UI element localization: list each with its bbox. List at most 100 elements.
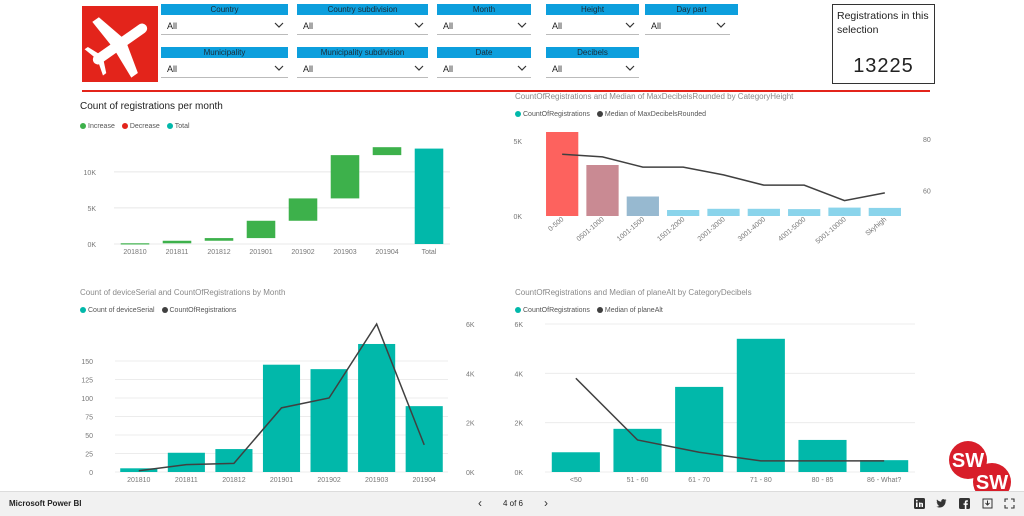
legend-label: Median of MaxDecibelsRounded [604,111,707,118]
x-tick-label: 1501-2000 [656,216,686,243]
facebook-icon[interactable] [959,498,970,509]
chart-plot: 0 25 50 75 100 125 150 0K 2K 4K 6K 201810 201811 2018… [81,322,475,484]
chevron-down-icon[interactable] [624,19,636,31]
slicer-municipality[interactable]: Municipality All [161,47,288,78]
device-serial-bar [310,369,348,472]
x-tick-label: 201811 [166,249,189,256]
chevron-down-icon[interactable] [273,62,285,74]
waterfall-bar [330,155,360,199]
slicer-country[interactable]: Country All [161,4,288,35]
x-tick-label: 201901 [270,477,293,484]
slicer-value: All [552,64,563,74]
legend-item: CountOfRegistrations [515,307,590,314]
slicer-value: All [443,64,454,74]
fullscreen-icon[interactable] [1004,498,1015,509]
slicer-date[interactable]: Date All [437,47,531,78]
y2-tick-label: 0K [466,470,475,477]
y-tick-label: 6K [514,322,523,329]
count-bar [788,209,821,216]
slicer-dropdown[interactable]: All [546,18,639,35]
x-tick-label: <50 [570,477,582,484]
y-tick-label: 5K [87,206,96,213]
legend-item: Count of deviceSerial [80,307,155,314]
registrations-title: Registrations in this selection [837,10,929,36]
linkedin-icon[interactable] [914,498,925,509]
chevron-down-icon[interactable] [516,62,528,74]
registrations-card: Registrations in this selection 13225 [832,4,935,84]
chevron-down-icon[interactable] [413,62,425,74]
slicer-header: Date [437,47,531,58]
count-bar [546,132,579,216]
slicer-decibels[interactable]: Decibels All [546,47,639,78]
waterfall-chart[interactable]: Count of registrations per month Increas… [80,101,460,266]
slicer-dropdown[interactable]: All [437,18,531,35]
chart-title: CountOfRegistrations and Median of MaxDe… [515,92,794,101]
device-serial-bar [215,449,253,472]
slicer-dropdown[interactable]: All [297,61,428,78]
badge-text: SW [976,472,1008,494]
slicer-height[interactable]: Height All [546,4,639,35]
device-serial-bar [262,364,301,472]
legend-dot [515,307,521,313]
slicer-dropdown[interactable]: All [161,18,288,35]
slicer-header: Day part [645,4,738,15]
slicer-dropdown[interactable]: All [161,61,288,78]
slicer-header: Municipality subdivision [297,47,428,58]
y-tick-label: 5K [513,139,522,146]
x-tick-label: 4001-5000 [777,216,807,243]
legend-label: Increase [88,123,115,130]
slicer-day-part[interactable]: Day part All [645,4,738,35]
twitter-icon[interactable] [936,498,947,509]
page-navigator: ‹ 4 of 6 › [478,496,548,512]
chevron-down-icon[interactable] [715,19,727,31]
y-tick-label: 50 [85,433,93,440]
slicer-dropdown[interactable]: All [437,61,531,78]
x-tick-label: Total [422,249,437,256]
slicer-header: Country subdivision [297,4,428,15]
page-indicator: 4 of 6 [502,499,523,508]
chevron-left-icon[interactable]: ‹ [478,496,482,510]
slicer-header: Country [161,4,288,15]
x-tick-label: 5001-10000 [815,216,848,245]
slicer-dropdown[interactable]: All [645,18,730,35]
x-tick-label: 201810 [123,249,146,256]
waterfall-bar [120,243,150,245]
count-bar [707,208,740,216]
count-bar [613,428,662,472]
chevron-right-icon[interactable]: › [544,496,548,510]
count-bar [736,338,785,472]
chart-plot: 0K 5K 10K 201810 201811 201812 201901 201902 201… [84,147,450,256]
chart-legend: Count of deviceSerial CountOfRegistratio… [80,307,241,314]
slicer-dropdown[interactable]: All [546,61,639,78]
x-tick-label: 201904 [413,477,436,484]
chevron-down-icon[interactable] [413,19,425,31]
airplane-logo [82,6,158,82]
registrations-line [138,322,425,472]
device-serial-bar [405,406,443,472]
slicer-header: Municipality [161,47,288,58]
height-combo-chart[interactable]: CountOfRegistrations and Median of MaxDe… [513,92,945,246]
x-tick-label: 201901 [249,249,272,256]
slicer-municipality-subdivision[interactable]: Municipality subdivision All [297,47,428,78]
slicer-dropdown[interactable]: All [297,18,428,35]
download-icon[interactable] [982,498,993,509]
chevron-down-icon[interactable] [624,62,636,74]
decibels-combo-chart[interactable]: CountOfRegistrations and Median of plane… [514,288,935,488]
x-tick-label: 51 - 60 [627,477,649,484]
slicer-month[interactable]: Month All [437,4,531,35]
device-serial-combo-chart[interactable]: Count of deviceSerial and CountOfRegistr… [80,288,500,488]
y-tick-label: 100 [81,396,93,403]
x-tick-label: 1001-1500 [616,216,646,243]
y2-tick-label: 4K [466,371,475,378]
chart-legend: Increase Decrease Total [80,123,195,130]
x-tick-label: 86 - What? [867,477,901,484]
slicer-value: All [303,21,314,31]
waterfall-bar [246,220,276,239]
slicer-value: All [167,64,178,74]
count-bar [798,439,847,472]
chevron-down-icon[interactable] [273,19,285,31]
x-tick-label: 201903 [333,249,356,256]
count-bar [828,207,861,216]
slicer-country-subdivision[interactable]: Country subdivision All [297,4,428,35]
chevron-down-icon[interactable] [516,19,528,31]
